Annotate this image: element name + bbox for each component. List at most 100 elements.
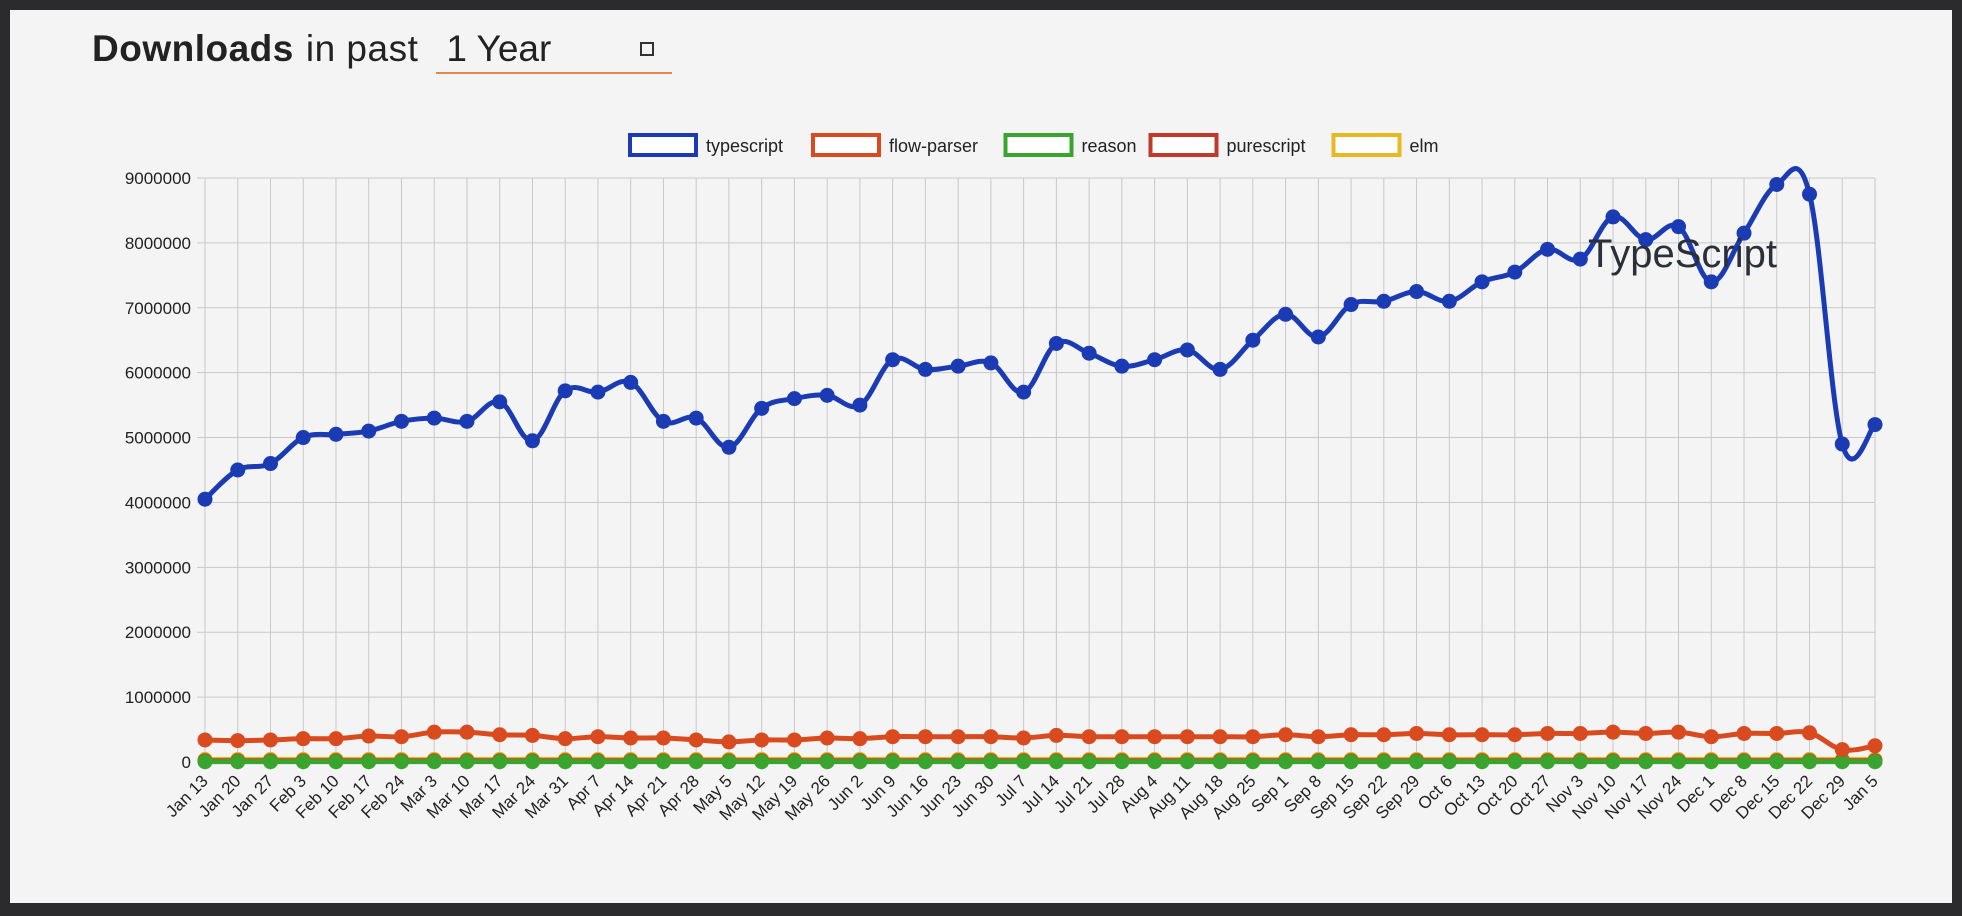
- data-point-typescript[interactable]: [1671, 219, 1687, 235]
- data-point-typescript[interactable]: [1638, 232, 1654, 248]
- data-point-typescript[interactable]: [393, 413, 409, 429]
- data-point-reason[interactable]: [885, 754, 901, 770]
- data-point-typescript[interactable]: [1016, 384, 1032, 400]
- data-point-typescript[interactable]: [295, 430, 311, 446]
- data-point-flow-parser[interactable]: [1769, 725, 1785, 741]
- data-point-typescript[interactable]: [1540, 241, 1556, 257]
- data-point-flow-parser[interactable]: [1802, 725, 1818, 741]
- legend-item-typescript[interactable]: typescript: [628, 133, 783, 157]
- data-point-flow-parser[interactable]: [1081, 729, 1097, 745]
- data-point-typescript[interactable]: [655, 413, 671, 429]
- data-point-typescript[interactable]: [852, 397, 868, 413]
- period-select[interactable]: 1 Year: [436, 28, 673, 74]
- data-point-reason[interactable]: [1671, 754, 1687, 770]
- data-point-flow-parser[interactable]: [590, 729, 606, 745]
- data-point-reason[interactable]: [1245, 754, 1261, 770]
- data-point-typescript[interactable]: [1245, 332, 1261, 348]
- data-point-reason[interactable]: [1310, 754, 1326, 770]
- data-point-flow-parser[interactable]: [1638, 725, 1654, 741]
- data-point-reason[interactable]: [1343, 754, 1359, 770]
- data-point-typescript[interactable]: [754, 400, 770, 416]
- data-point-typescript[interactable]: [1343, 297, 1359, 313]
- data-point-reason[interactable]: [819, 754, 835, 770]
- data-point-flow-parser[interactable]: [1703, 729, 1719, 745]
- data-point-flow-parser[interactable]: [655, 730, 671, 746]
- data-point-reason[interactable]: [1507, 754, 1523, 770]
- data-point-reason[interactable]: [655, 754, 671, 770]
- data-point-reason[interactable]: [230, 754, 246, 770]
- data-point-reason[interactable]: [917, 754, 933, 770]
- data-point-reason[interactable]: [1016, 754, 1032, 770]
- data-point-reason[interactable]: [721, 754, 737, 770]
- data-point-reason[interactable]: [1736, 754, 1752, 770]
- data-point-flow-parser[interactable]: [361, 728, 377, 744]
- data-point-flow-parser[interactable]: [230, 733, 246, 749]
- data-point-typescript[interactable]: [492, 394, 508, 410]
- data-point-typescript[interactable]: [1802, 186, 1818, 202]
- data-point-typescript[interactable]: [1834, 436, 1850, 452]
- data-point-typescript[interactable]: [1507, 264, 1523, 280]
- data-point-typescript[interactable]: [557, 383, 573, 399]
- data-point-reason[interactable]: [1179, 754, 1195, 770]
- data-point-flow-parser[interactable]: [1310, 729, 1326, 745]
- data-point-flow-parser[interactable]: [197, 732, 213, 748]
- legend-item-purescript[interactable]: purescript: [1148, 133, 1306, 157]
- data-point-typescript[interactable]: [262, 456, 278, 472]
- data-point-flow-parser[interactable]: [1179, 729, 1195, 745]
- data-point-flow-parser[interactable]: [623, 730, 639, 746]
- data-point-typescript[interactable]: [1179, 342, 1195, 358]
- data-point-reason[interactable]: [1409, 754, 1425, 770]
- data-point-typescript[interactable]: [328, 426, 344, 442]
- data-point-reason[interactable]: [1540, 754, 1556, 770]
- data-point-reason[interactable]: [1474, 754, 1490, 770]
- data-point-flow-parser[interactable]: [721, 734, 737, 750]
- data-point-reason[interactable]: [197, 754, 213, 770]
- data-point-flow-parser[interactable]: [1474, 727, 1490, 743]
- data-point-typescript[interactable]: [1441, 293, 1457, 309]
- data-point-typescript[interactable]: [1147, 352, 1163, 368]
- data-point-typescript[interactable]: [1769, 176, 1785, 192]
- data-point-reason[interactable]: [1802, 754, 1818, 770]
- data-point-reason[interactable]: [262, 754, 278, 770]
- data-point-reason[interactable]: [426, 754, 442, 770]
- data-point-reason[interactable]: [1147, 754, 1163, 770]
- data-point-flow-parser[interactable]: [885, 729, 901, 745]
- legend-item-flow-parser[interactable]: flow-parser: [811, 133, 978, 157]
- data-point-reason[interactable]: [623, 754, 639, 770]
- data-point-reason[interactable]: [1048, 754, 1064, 770]
- data-point-typescript[interactable]: [885, 352, 901, 368]
- data-point-typescript[interactable]: [524, 433, 540, 449]
- data-point-flow-parser[interactable]: [262, 732, 278, 748]
- data-point-flow-parser[interactable]: [1867, 738, 1883, 754]
- data-point-flow-parser[interactable]: [492, 727, 508, 743]
- data-point-typescript[interactable]: [197, 491, 213, 507]
- data-point-flow-parser[interactable]: [1245, 729, 1261, 745]
- data-point-reason[interactable]: [590, 754, 606, 770]
- data-point-flow-parser[interactable]: [1540, 725, 1556, 741]
- data-point-flow-parser[interactable]: [1736, 725, 1752, 741]
- data-point-reason[interactable]: [328, 754, 344, 770]
- data-point-reason[interactable]: [1114, 754, 1130, 770]
- data-point-flow-parser[interactable]: [1278, 727, 1294, 743]
- data-point-typescript[interactable]: [950, 358, 966, 374]
- data-point-typescript[interactable]: [1278, 306, 1294, 322]
- data-point-reason[interactable]: [361, 754, 377, 770]
- data-point-reason[interactable]: [754, 754, 770, 770]
- data-point-flow-parser[interactable]: [426, 724, 442, 740]
- data-point-reason[interactable]: [524, 754, 540, 770]
- data-point-reason[interactable]: [1605, 754, 1621, 770]
- data-point-flow-parser[interactable]: [1409, 725, 1425, 741]
- data-point-flow-parser[interactable]: [786, 732, 802, 748]
- data-point-typescript[interactable]: [1310, 329, 1326, 345]
- data-point-reason[interactable]: [1376, 754, 1392, 770]
- data-point-reason[interactable]: [1572, 754, 1588, 770]
- data-point-flow-parser[interactable]: [819, 730, 835, 746]
- data-point-reason[interactable]: [459, 754, 475, 770]
- data-point-typescript[interactable]: [721, 439, 737, 455]
- data-point-flow-parser[interactable]: [950, 729, 966, 745]
- data-point-reason[interactable]: [393, 754, 409, 770]
- data-point-typescript[interactable]: [426, 410, 442, 426]
- data-point-flow-parser[interactable]: [852, 731, 868, 747]
- data-point-flow-parser[interactable]: [524, 727, 540, 743]
- data-point-reason[interactable]: [950, 754, 966, 770]
